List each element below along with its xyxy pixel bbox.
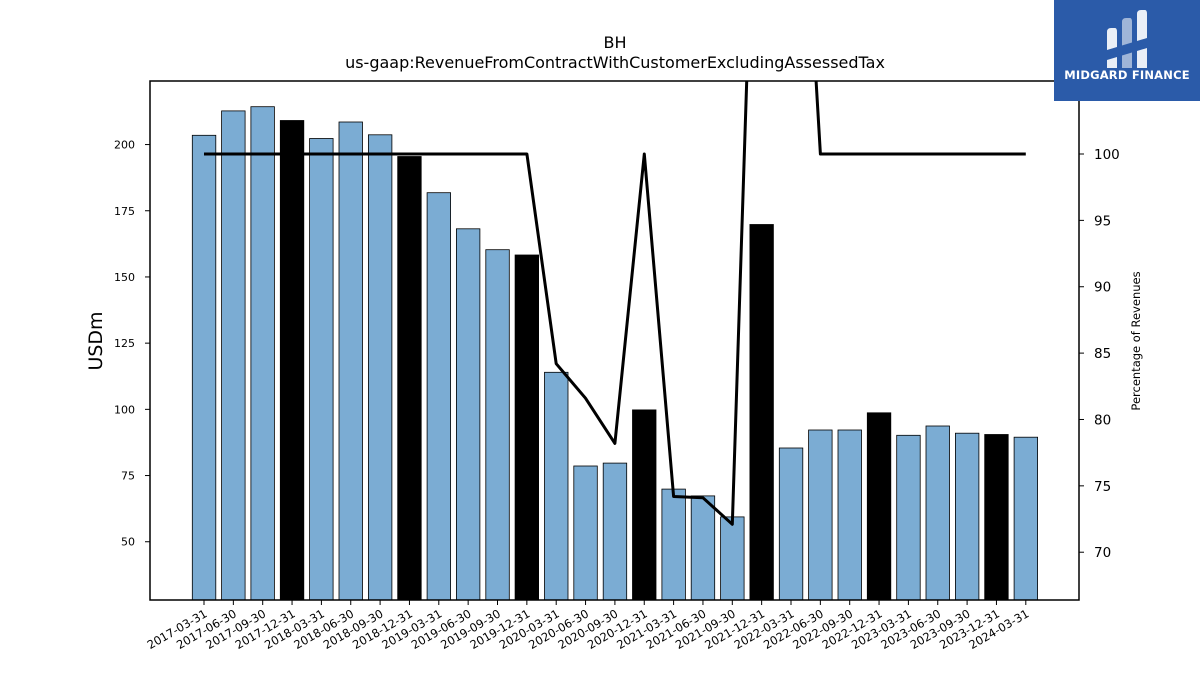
bar-2017-12-31 <box>279 120 305 601</box>
bar-2019-12-31 <box>514 254 539 601</box>
y-tick-label: 100 <box>114 403 135 416</box>
bar-2019-09-30 <box>485 249 510 601</box>
bar-2022-09-30 <box>837 429 862 601</box>
y2-tick-label: 85 <box>1094 346 1111 362</box>
y-tick-label: 125 <box>114 337 135 350</box>
y2-tick-label: 80 <box>1094 412 1111 428</box>
y2-tick-label: 75 <box>1094 479 1111 495</box>
y-tick-label: 175 <box>114 205 135 218</box>
y-tick-label: 200 <box>114 139 135 152</box>
bar-2021-09-30 <box>720 516 745 601</box>
logo-text: MIDGARD FINANCE <box>1064 68 1190 82</box>
bar-2023-06-30 <box>925 425 950 601</box>
plot-frame <box>149 80 1080 601</box>
bar-2019-03-31 <box>426 192 452 601</box>
y-axis-label: USDm <box>85 311 107 370</box>
y-tick-label: 50 <box>121 536 135 549</box>
bar-2023-09-30 <box>955 432 980 601</box>
midgard-finance-logo: MIDGARD FINANCE <box>1054 0 1200 101</box>
bar-2021-03-31 <box>661 488 686 601</box>
bar-2020-09-30 <box>602 462 628 601</box>
bar-2024-03-31 <box>1013 436 1038 601</box>
y2-tick-label: 100 <box>1094 147 1120 163</box>
chart-subtitle: us-gaap:RevenueFromContractWithCustomerE… <box>345 53 885 72</box>
y-tick-label: 75 <box>121 470 135 483</box>
bar-2017-03-31 <box>191 134 217 601</box>
y-tick-label: 150 <box>114 271 135 284</box>
bar-2022-06-30 <box>808 429 833 601</box>
bar-2019-06-30 <box>455 228 481 601</box>
bar-2018-03-31 <box>309 138 334 601</box>
percentage-line <box>204 81 1026 526</box>
bar-2020-03-31 <box>544 371 569 601</box>
y2-tick-label: 70 <box>1094 545 1111 561</box>
bar-2018-06-30 <box>338 121 363 601</box>
bar-2018-09-30 <box>367 134 393 601</box>
y2-axis-label: Percentage of Revenues <box>1129 271 1143 410</box>
bar-2022-03-31 <box>778 447 804 601</box>
chart-title: BH <box>603 33 626 52</box>
bar-2021-12-31 <box>749 224 774 601</box>
bar-2020-06-30 <box>573 465 598 601</box>
bar-2017-06-30 <box>221 110 246 601</box>
bar-2020-12-31 <box>632 409 657 601</box>
logo-mark-icon <box>1107 10 1147 68</box>
bar-2022-12-31 <box>866 412 892 601</box>
bar-2021-06-30 <box>690 495 716 601</box>
bar-2023-12-31 <box>984 434 1009 601</box>
bar-2018-12-31 <box>397 156 422 601</box>
y2-tick-label: 90 <box>1094 280 1111 296</box>
bar-2023-03-31 <box>896 434 921 601</box>
y2-tick-label: 95 <box>1094 213 1111 229</box>
bar-2017-09-30 <box>250 106 275 601</box>
